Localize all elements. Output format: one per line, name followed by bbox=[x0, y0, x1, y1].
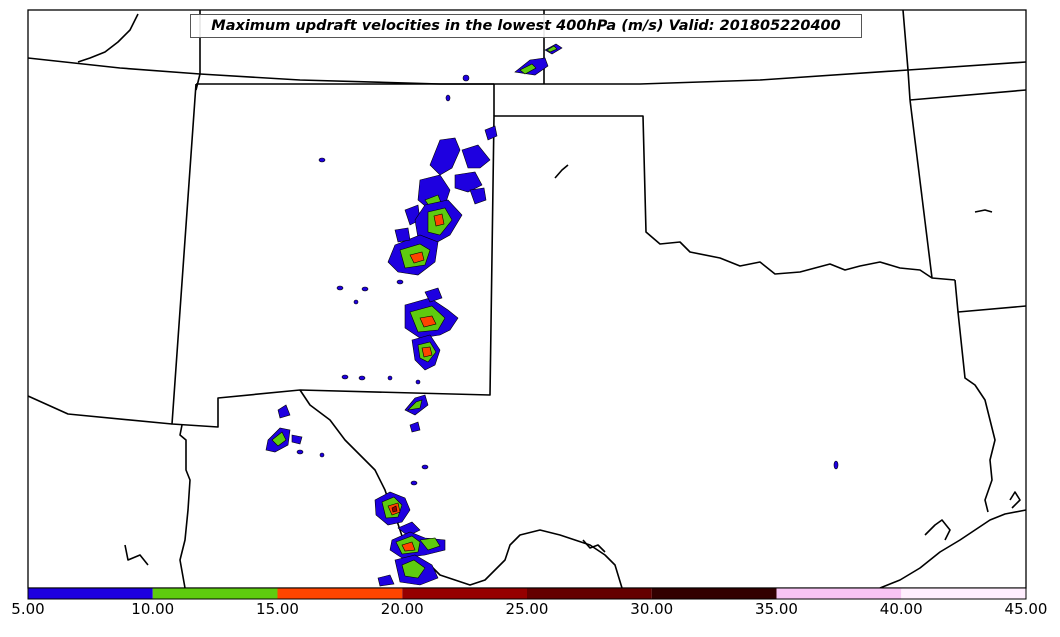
colorbar-tick-label: 25.00 bbox=[505, 600, 549, 618]
colorbar-segment bbox=[277, 588, 403, 599]
colorbar-tick-label: 45.00 bbox=[1004, 600, 1048, 618]
colorbar-tick-label: 40.00 bbox=[879, 600, 923, 618]
colorbar-segment bbox=[651, 588, 777, 599]
colorbar-segment bbox=[402, 588, 527, 599]
colorbar bbox=[27, 587, 1027, 600]
colorbar-tick-label: 35.00 bbox=[755, 600, 798, 618]
updraft-contours bbox=[265, 43, 839, 587]
colorbar-tick-label: 15.00 bbox=[256, 600, 299, 618]
state-boundaries bbox=[27, 9, 1027, 589]
colorbar-segment bbox=[901, 588, 1026, 599]
colorbar-tick-label: 5.00 bbox=[11, 600, 45, 618]
colorbar-segment bbox=[776, 588, 902, 599]
colorbar-tick-label: 10.00 bbox=[131, 600, 175, 618]
colorbar-tick-label: 30.00 bbox=[630, 600, 674, 618]
colorbar-segment bbox=[152, 588, 278, 599]
colorbar-segment bbox=[527, 588, 652, 599]
map-title: Maximum updraft velocities in the lowest… bbox=[190, 14, 862, 38]
colorbar-segment bbox=[28, 588, 153, 599]
colorbar-border bbox=[27, 587, 1027, 600]
colorbar-tick-label: 20.00 bbox=[380, 600, 424, 618]
plot-frame bbox=[27, 9, 1027, 589]
